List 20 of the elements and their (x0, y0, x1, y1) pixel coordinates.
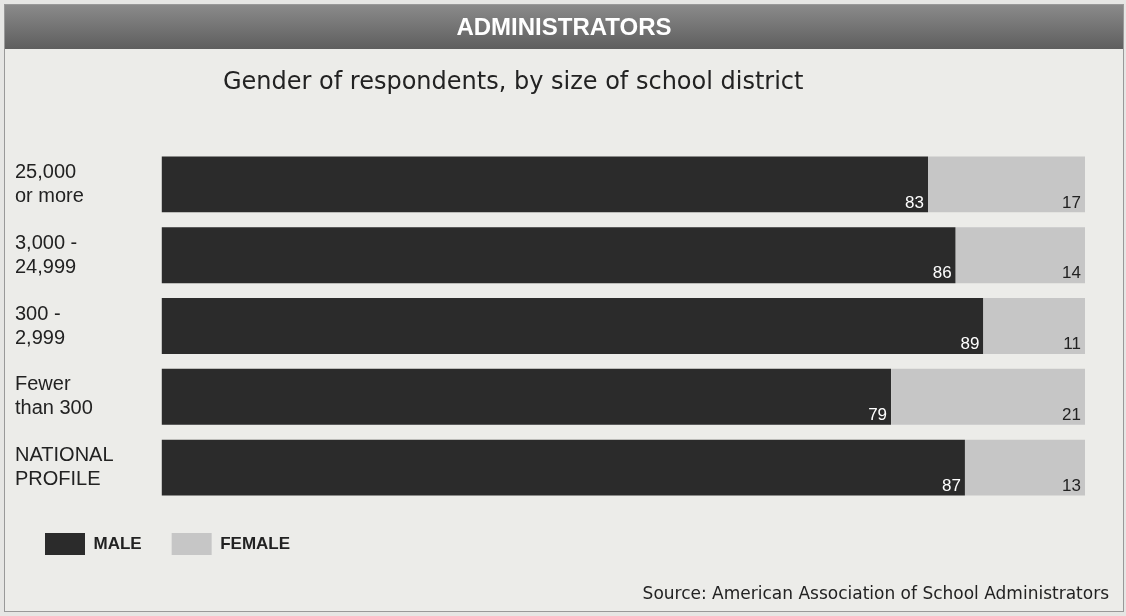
legend-label: MALE (93, 533, 142, 553)
data-label: 11 (1063, 334, 1081, 354)
y-tick-label: 25,000 or more (15, 159, 84, 206)
data-label: 21 (1062, 404, 1081, 424)
data-label: 14 (1062, 263, 1081, 283)
chart-subtitle: Gender of respondents, by size of school district (223, 67, 804, 95)
data-label: 17 (1062, 192, 1081, 212)
legend-label: FEMALE (220, 533, 291, 553)
data-label: 83 (905, 192, 925, 212)
data-label: 79 (868, 404, 888, 424)
source-note: Source: American Association of School Administrators (642, 583, 1109, 603)
y-tick-label: 3,000 - 24,999 (15, 230, 78, 277)
y-tick-label: 300 - 2,999 (15, 301, 66, 348)
chart-title: ADMINISTRATORS (5, 5, 1123, 49)
data-label: 87 (942, 475, 961, 495)
y-tick-label: NATIONAL PROFILE (15, 443, 114, 490)
data-label: 89 (960, 334, 980, 354)
data-label: 13 (1062, 475, 1081, 495)
y-tick-label: Fewer than 300 (15, 372, 93, 419)
data-label: 86 (932, 263, 952, 283)
